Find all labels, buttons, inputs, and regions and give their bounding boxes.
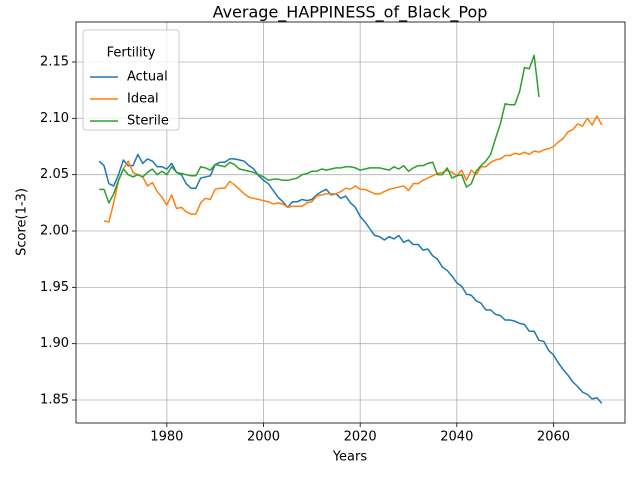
x-axis-label: Years (332, 450, 368, 465)
y-tick-label: 1.85 (40, 393, 69, 408)
y-tick-label: 2.05 (40, 167, 69, 182)
legend-title: Fertility (107, 46, 156, 61)
legend-label: Ideal (127, 92, 159, 107)
y-tick-label: 2.15 (40, 54, 69, 69)
series-line (98, 153, 603, 404)
grid (76, 22, 625, 423)
legend-box (82, 29, 180, 131)
y-tick-label: 2.10 (40, 111, 69, 126)
axes-frame (75, 21, 626, 424)
x-tick-label: 2000 (247, 430, 280, 445)
legend: Fertility Actual Ideal Sterile (82, 29, 180, 131)
chart-title: Average_HAPPINESS_of_Black_Pop (213, 3, 488, 23)
y-tick-label: 1.90 (40, 336, 69, 351)
y-tick-label: 2.00 (40, 224, 69, 239)
series-line (99, 54, 540, 204)
y-tick-label: 1.95 (40, 280, 69, 295)
y-axis-label: Score(1-3) (15, 188, 30, 256)
x-tick-label: 2040 (440, 430, 473, 445)
x-tick-label: 2060 (537, 430, 570, 445)
lines (98, 54, 603, 404)
legend-label: Sterile (127, 114, 169, 129)
x-tick-label: 2020 (344, 430, 377, 445)
series-line (103, 115, 603, 223)
x-tick-label: 1980 (150, 430, 183, 445)
legend-label: Actual (127, 70, 168, 85)
